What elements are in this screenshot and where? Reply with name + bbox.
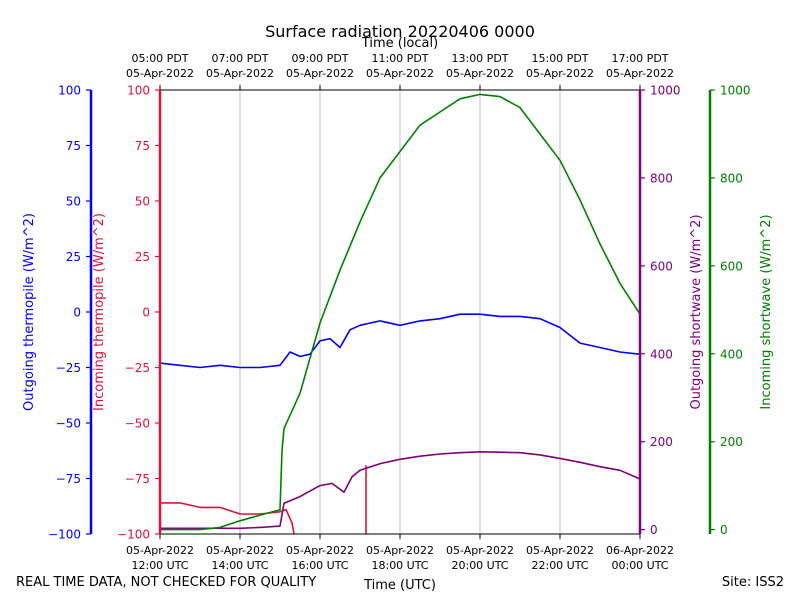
- incoming-thermopile-tick-label: −50: [125, 417, 150, 431]
- top-tick-label-time: 07:00 PDT: [211, 52, 268, 65]
- x-tick-label-date: 06-Apr-2022: [606, 544, 674, 557]
- incoming-shortwave-tick-label: 0: [720, 523, 728, 537]
- outgoing-thermopile-tick-label: −100: [48, 528, 81, 542]
- incoming-shortwave-tick-label: 800: [720, 171, 743, 185]
- incoming-shortwave-tick-label: 1000: [720, 84, 751, 98]
- outgoing-shortwave-axis-label: Outgoing shortwave (W/m^2): [689, 214, 704, 409]
- x-tick-label-time: 22:00 UTC: [531, 559, 588, 572]
- x-tick-label-time: 14:00 UTC: [211, 559, 268, 572]
- top-tick-label-date: 05-Apr-2022: [526, 67, 594, 80]
- top-tick-label-date: 05-Apr-2022: [366, 67, 434, 80]
- top-tick-label-date: 05-Apr-2022: [126, 67, 194, 80]
- outgoing-shortwave-tick-label: 1000: [650, 84, 681, 98]
- outgoing-shortwave-tick-label: 200: [650, 435, 673, 449]
- outgoing-shortwave-tick-label: 800: [650, 171, 673, 185]
- x-tick-label-time: 12:00 UTC: [131, 559, 188, 572]
- outgoing-thermopile-tick-label: −75: [56, 472, 81, 486]
- top-tick-label-time: 17:00 PDT: [611, 52, 668, 65]
- incoming-shortwave-axis-label: Incoming shortwave (W/m^2): [759, 214, 774, 409]
- site-label: Site: ISS2: [721, 575, 784, 590]
- top-tick-label-date: 05-Apr-2022: [606, 67, 674, 80]
- incoming-shortwave-tick-label: 200: [720, 435, 743, 449]
- x-tick-label-date: 05-Apr-2022: [126, 544, 194, 557]
- x-tick-label-time: 16:00 UTC: [291, 559, 348, 572]
- incoming-thermopile-tick-label: 0: [142, 306, 150, 320]
- x-tick-label-date: 05-Apr-2022: [366, 544, 434, 557]
- axes-layer: 05-Apr-2022 12:00 UTC 05-Apr-2022 14:00 UTC…: [22, 52, 774, 572]
- top-tick-label-date: 05-Apr-2022: [206, 67, 274, 80]
- outgoing-thermopile-tick-label: 50: [66, 195, 81, 209]
- chart-title: Surface radiation 20220406 0000: [265, 22, 535, 41]
- outgoing-thermopile-tick-label: 100: [58, 84, 81, 98]
- incoming-thermopile-axis-label: Incoming thermopile (W/m^2): [92, 213, 107, 411]
- x-tick-label-date: 05-Apr-2022: [206, 544, 274, 557]
- outgoing-shortwave-tick-label: 0: [650, 523, 658, 537]
- x-tick-label-time: 00:00 UTC: [611, 559, 668, 572]
- incoming-thermopile-tick-label: 50: [135, 195, 150, 209]
- x-tick-label-time: 20:00 UTC: [451, 559, 508, 572]
- incoming-shortwave-tick-label: 600: [720, 259, 743, 273]
- incoming-thermopile-tick-label: −100: [117, 528, 150, 542]
- quality-notice: REAL TIME DATA, NOT CHECKED FOR QUALITY: [16, 575, 317, 590]
- top-tick-label-time: 15:00 PDT: [531, 52, 588, 65]
- top-tick-label-time: 13:00 PDT: [451, 52, 508, 65]
- outgoing-thermopile-tick-label: −25: [56, 361, 81, 375]
- bottom-axis-label: Time (UTC): [363, 578, 436, 593]
- incoming-shortwave-tick-label: 400: [720, 347, 743, 361]
- top-tick-label-date: 05-Apr-2022: [446, 67, 514, 80]
- top-tick-label-time: 05:00 PDT: [131, 52, 188, 65]
- incoming-thermopile-tick-label: 75: [135, 139, 150, 153]
- series-line-outgoing-shortwave: [160, 450, 641, 530]
- x-tick-label-date: 05-Apr-2022: [526, 544, 594, 557]
- series-line-incoming-thermopile: [160, 502, 295, 535]
- x-tick-label-time: 18:00 UTC: [371, 559, 428, 572]
- incoming-thermopile-tick-label: 25: [135, 250, 150, 264]
- x-tick-label-date: 05-Apr-2022: [286, 544, 354, 557]
- incoming-thermopile-tick-label: −75: [125, 472, 150, 486]
- top-tick-label-time: 11:00 PDT: [371, 52, 428, 65]
- top-tick-label-time: 09:00 PDT: [291, 52, 348, 65]
- outgoing-thermopile-tick-label: 75: [66, 139, 81, 153]
- outgoing-thermopile-tick-label: 25: [66, 250, 81, 264]
- incoming-thermopile-tick-label: 100: [127, 84, 150, 98]
- series-line-outgoing-thermopile: [159, 313, 641, 369]
- outgoing-thermopile-tick-label: −50: [56, 417, 81, 431]
- outgoing-shortwave-tick-label: 400: [650, 347, 673, 361]
- top-axis-label: Time (local): [361, 36, 438, 51]
- top-tick-label-date: 05-Apr-2022: [286, 67, 354, 80]
- outgoing-thermopile-axis-label: Outgoing thermopile (W/m^2): [22, 213, 37, 411]
- series-line-incoming-shortwave: [160, 93, 641, 531]
- outgoing-shortwave-tick-label: 600: [650, 259, 673, 273]
- grid-layer: [239, 90, 561, 534]
- x-tick-label-date: 05-Apr-2022: [446, 544, 514, 557]
- series-layer: [159, 93, 641, 535]
- incoming-thermopile-tick-label: −25: [125, 361, 150, 375]
- outgoing-thermopile-tick-label: 0: [73, 306, 81, 320]
